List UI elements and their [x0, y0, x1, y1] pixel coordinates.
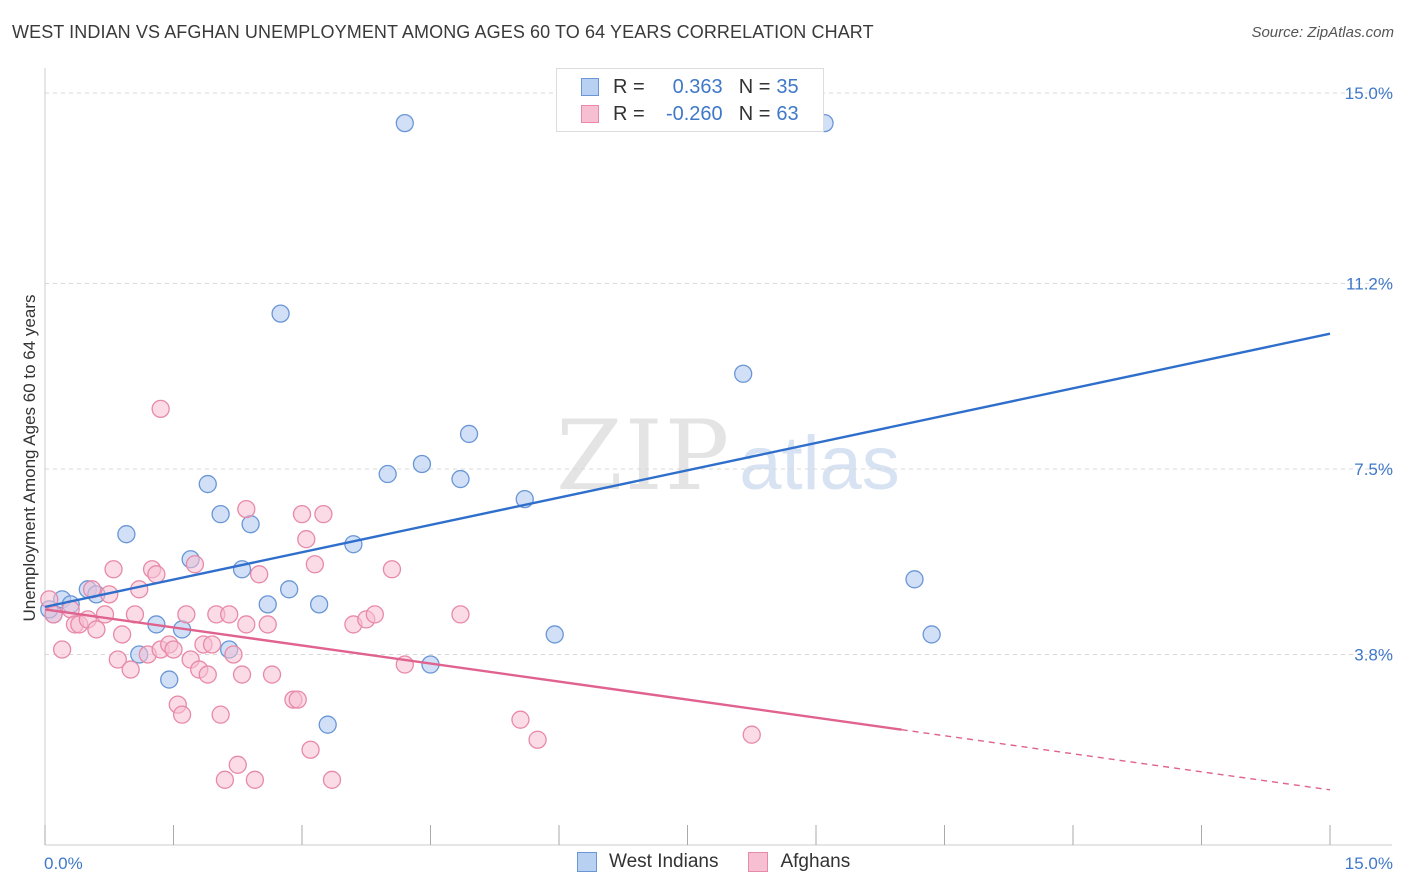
n-value: 63 — [776, 102, 799, 125]
legend-label-west-indians: West Indians — [609, 851, 719, 872]
afghans-point — [108, 650, 127, 669]
afghans-point — [301, 740, 320, 759]
west-indians-swatch — [577, 852, 597, 872]
series-legend: West Indians Afghans — [577, 851, 880, 873]
west-indians-point — [459, 424, 479, 444]
tick-labels: 3.8% 7.5% 11.2% 15.0% 0.0% 15.0% — [44, 84, 1393, 873]
n-label: N = — [738, 75, 771, 98]
chart-source: Source: ZipAtlas.com — [1251, 24, 1394, 41]
west-indians-point — [309, 595, 329, 614]
afghans-point — [185, 555, 205, 574]
afghans-point — [314, 504, 333, 524]
y-tick-label: 7.5% — [1354, 460, 1393, 479]
legend-item-afghans: Afghans — [748, 851, 850, 873]
afghans-point — [232, 665, 252, 684]
y-tick-label: 11.2% — [1346, 275, 1393, 294]
afghans-point — [87, 620, 106, 639]
afghans-point — [164, 640, 183, 659]
west-indians-point — [241, 515, 260, 534]
afghans-point — [215, 770, 235, 789]
afghans-point — [262, 665, 282, 684]
r-label: R = — [613, 102, 645, 125]
west-indians-point — [412, 454, 432, 474]
afghans-point — [245, 770, 265, 789]
afghans-point — [528, 730, 547, 749]
afghans-point — [237, 499, 256, 519]
afghans-point — [95, 605, 115, 624]
afghans-point — [228, 755, 247, 774]
afghans-point — [511, 710, 530, 729]
afghans-swatch — [581, 105, 599, 123]
west-indians-point — [160, 670, 179, 689]
west-indians-point — [905, 570, 924, 589]
afghans-point — [322, 770, 342, 789]
afghans-point — [172, 705, 192, 724]
afghans-point — [198, 665, 217, 684]
legend-row-west-indians: R = 0.363 N = 35 — [581, 74, 815, 100]
afghans-point — [104, 560, 123, 579]
west-indians-point — [451, 469, 470, 489]
afghans-point — [211, 705, 230, 724]
west-indians-point — [279, 580, 299, 599]
afghans-swatch — [748, 852, 769, 872]
afghans-point — [151, 399, 170, 419]
afghans-point — [44, 605, 63, 624]
afghans-point — [237, 615, 256, 634]
west-indians-point — [198, 474, 217, 494]
afghans-point — [112, 625, 132, 644]
west-indians-point — [922, 625, 941, 644]
axes — [44, 68, 1392, 846]
legend-row-afghans: R = -0.260 N = 63 — [581, 101, 815, 127]
west-indians-point — [258, 595, 277, 614]
afghans-point — [250, 565, 269, 584]
x-tick-label: 15.0% — [1345, 854, 1393, 873]
r-value: 0.363 — [672, 75, 723, 98]
r-value: -0.260 — [665, 102, 723, 125]
legend-item-west-indians: West Indians — [577, 851, 718, 873]
n-value: 35 — [776, 75, 799, 98]
y-tick-label: 3.8% — [1354, 646, 1393, 665]
west-indians-trend-line — [44, 332, 1331, 609]
afghans-trend-line — [44, 608, 902, 731]
west-indians-point — [734, 364, 753, 383]
afghans-point — [365, 605, 384, 624]
afghans-trend-extension — [901, 729, 1331, 791]
west-indians-point — [344, 535, 363, 554]
afghans-point — [288, 690, 307, 709]
trend-lines — [44, 332, 1331, 791]
west-indians-swatch — [581, 78, 599, 96]
x-tick-label: 0.0% — [44, 854, 83, 873]
afghans-point — [258, 615, 277, 634]
afghans-point — [147, 565, 166, 584]
y-axis-label: Unemployment Among Ages 60 to 64 years — [20, 294, 39, 622]
afghans-point — [451, 605, 470, 624]
correlation-legend: R = 0.363 N = 35 R = -0.260 N = 63 — [556, 68, 824, 132]
afghans-point — [202, 635, 222, 654]
afghans-points — [40, 399, 761, 789]
r-label: R = — [613, 75, 645, 98]
afghans-point — [220, 605, 239, 624]
afghans-point — [292, 504, 312, 524]
west-indians-point — [271, 304, 290, 323]
west-indians-point — [395, 113, 414, 133]
afghans-point — [121, 660, 140, 679]
west-indians-point — [318, 715, 337, 734]
west-indians-point — [211, 504, 230, 524]
west-indians-point — [117, 525, 136, 544]
afghans-point — [742, 725, 761, 744]
legend-label-afghans: Afghans — [780, 851, 851, 872]
afghans-point — [177, 605, 196, 624]
west-indians-point — [545, 625, 564, 644]
afghans-point — [224, 645, 243, 664]
n-label: N = — [738, 102, 771, 125]
y-tick-label: 15.0% — [1345, 84, 1393, 103]
afghans-point — [382, 560, 402, 579]
chart-title: WEST INDIAN VS AFGHAN UNEMPLOYMENT AMONG… — [12, 22, 874, 42]
west-indians-point — [378, 464, 397, 484]
afghans-point — [297, 530, 316, 549]
afghans-point — [305, 555, 325, 574]
afghans-point — [52, 640, 72, 659]
